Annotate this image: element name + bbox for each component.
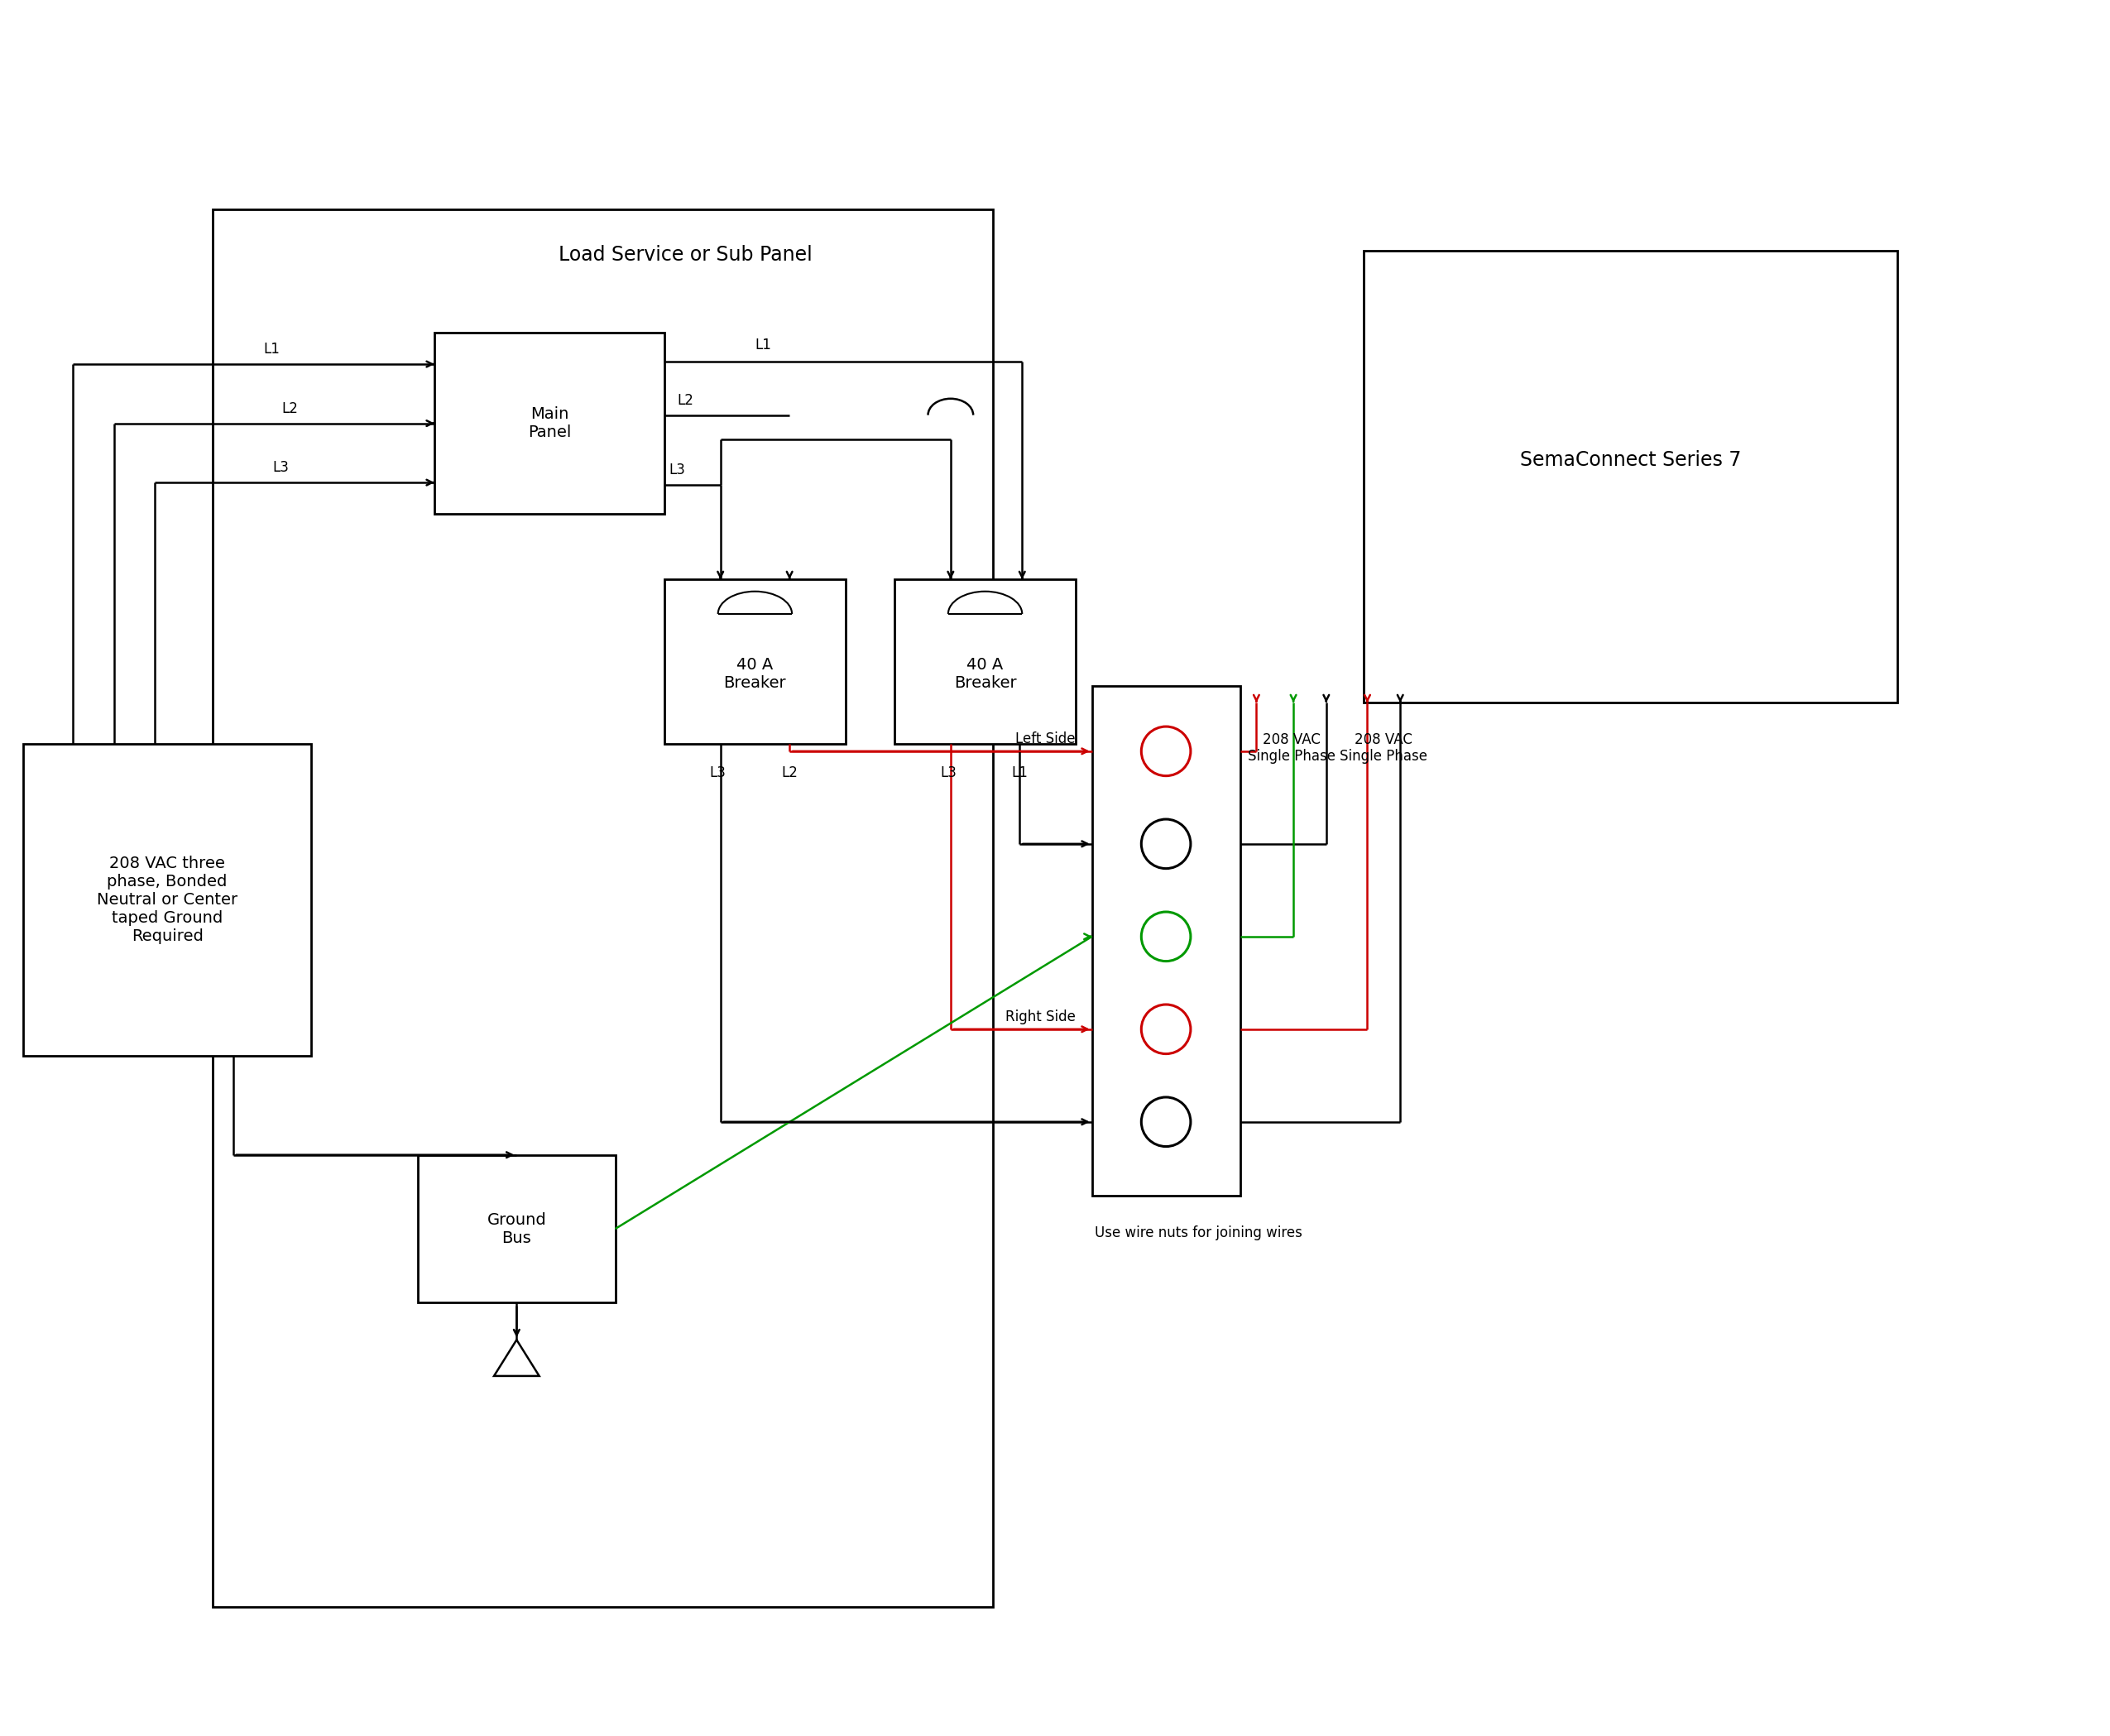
Text: Ground
Bus: Ground Bus — [487, 1212, 546, 1246]
Text: Load Service or Sub Panel: Load Service or Sub Panel — [559, 245, 812, 264]
Bar — [213, 210, 994, 1608]
Text: Right Side: Right Side — [1004, 1009, 1076, 1024]
Bar — [1363, 250, 1897, 703]
Bar — [895, 580, 1076, 745]
Bar — [665, 580, 846, 745]
Text: 208 VAC
Single Phase: 208 VAC Single Phase — [1340, 733, 1428, 764]
Bar — [418, 1154, 616, 1302]
Text: L1: L1 — [264, 342, 281, 358]
Circle shape — [1142, 911, 1190, 962]
Text: L3: L3 — [669, 464, 686, 477]
Circle shape — [1142, 1005, 1190, 1054]
Text: L3: L3 — [709, 766, 726, 779]
Circle shape — [1142, 727, 1190, 776]
Text: Left Side: Left Side — [1015, 731, 1076, 746]
Bar — [435, 333, 665, 514]
Text: L3: L3 — [939, 766, 956, 779]
Bar — [23, 745, 310, 1055]
Text: L2: L2 — [781, 766, 798, 779]
Text: 208 VAC three
phase, Bonded
Neutral or Center
taped Ground
Required: 208 VAC three phase, Bonded Neutral or C… — [97, 856, 238, 944]
Text: Use wire nuts for joining wires: Use wire nuts for joining wires — [1095, 1226, 1302, 1241]
Text: L3: L3 — [272, 460, 289, 476]
Bar — [1093, 686, 1241, 1196]
Text: 40 A
Breaker: 40 A Breaker — [954, 656, 1017, 691]
Text: L2: L2 — [677, 392, 694, 408]
Text: SemaConnect Series 7: SemaConnect Series 7 — [1519, 450, 1741, 470]
Text: 40 A
Breaker: 40 A Breaker — [724, 656, 787, 691]
Text: 208 VAC
Single Phase: 208 VAC Single Phase — [1247, 733, 1336, 764]
Text: L1: L1 — [755, 339, 772, 352]
Circle shape — [1142, 1097, 1190, 1146]
Circle shape — [1142, 819, 1190, 868]
Text: L1: L1 — [1011, 766, 1028, 779]
Text: L2: L2 — [283, 401, 298, 417]
Text: Main
Panel: Main Panel — [528, 406, 572, 441]
